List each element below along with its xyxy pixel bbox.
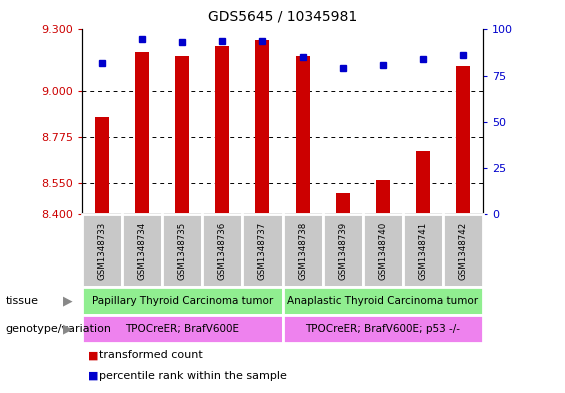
Bar: [323, 214, 363, 287]
Bar: [376, 180, 390, 214]
Text: tissue: tissue: [6, 296, 38, 306]
Text: Papillary Thyroid Carcinoma tumor: Papillary Thyroid Carcinoma tumor: [92, 296, 273, 306]
Text: GDS5645 / 10345981: GDS5645 / 10345981: [208, 10, 357, 24]
Bar: [403, 214, 443, 287]
Text: Anaplastic Thyroid Carcinoma tumor: Anaplastic Thyroid Carcinoma tumor: [287, 296, 479, 306]
Text: TPOCreER; BrafV600E; p53 -/-: TPOCreER; BrafV600E; p53 -/-: [305, 324, 460, 334]
Text: percentile rank within the sample: percentile rank within the sample: [99, 371, 287, 381]
Bar: [215, 46, 229, 214]
Text: GSM1348738: GSM1348738: [298, 221, 307, 280]
Text: GSM1348737: GSM1348737: [258, 221, 267, 280]
Bar: [282, 315, 483, 343]
Text: GSM1348734: GSM1348734: [138, 221, 146, 280]
Bar: [363, 214, 403, 287]
Text: GSM1348739: GSM1348739: [338, 222, 347, 279]
Text: ▶: ▶: [63, 294, 73, 308]
Text: GSM1348741: GSM1348741: [419, 221, 427, 280]
Text: GSM1348733: GSM1348733: [98, 221, 106, 280]
Bar: [282, 214, 323, 287]
Bar: [456, 66, 470, 214]
Bar: [82, 287, 282, 315]
Bar: [282, 287, 483, 315]
Bar: [336, 193, 350, 214]
Bar: [82, 214, 122, 287]
Text: GSM1348742: GSM1348742: [459, 221, 467, 280]
Text: transformed count: transformed count: [99, 350, 203, 360]
Text: ■: ■: [88, 371, 98, 381]
Text: GSM1348736: GSM1348736: [218, 221, 227, 280]
Bar: [295, 56, 310, 214]
Bar: [122, 214, 162, 287]
Bar: [175, 56, 189, 214]
Bar: [416, 151, 430, 214]
Bar: [443, 214, 483, 287]
Bar: [95, 117, 109, 214]
Bar: [82, 315, 282, 343]
Text: GSM1348735: GSM1348735: [178, 221, 186, 280]
Text: ▶: ▶: [63, 323, 73, 336]
Text: ■: ■: [88, 350, 98, 360]
Bar: [242, 214, 282, 287]
Bar: [202, 214, 242, 287]
Bar: [255, 40, 270, 214]
Text: GSM1348740: GSM1348740: [379, 221, 387, 280]
Text: TPOCreER; BrafV600E: TPOCreER; BrafV600E: [125, 324, 239, 334]
Bar: [162, 214, 202, 287]
Text: genotype/variation: genotype/variation: [6, 324, 112, 334]
Bar: [135, 52, 149, 214]
